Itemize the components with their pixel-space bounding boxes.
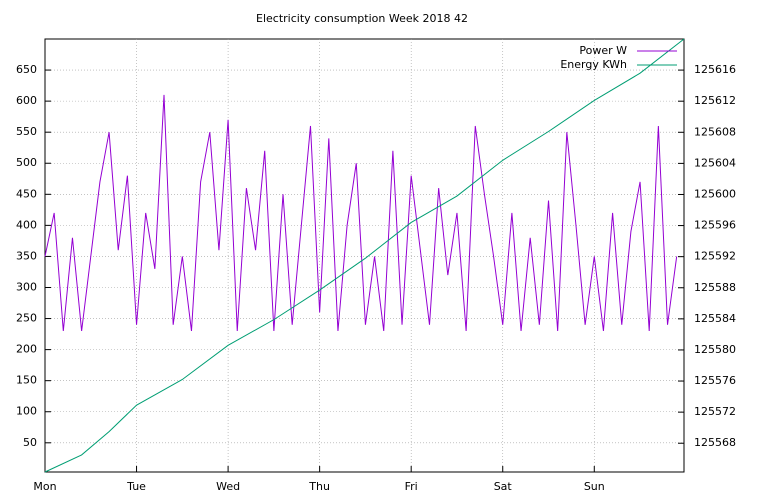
y2-tick-label: 125600 (694, 187, 736, 200)
y-tick-label: 200 (16, 343, 37, 356)
x-tick-label: Thu (308, 480, 330, 493)
y2-tick-label: 125592 (694, 250, 736, 263)
y-tick-label: 300 (16, 280, 37, 293)
y2-tick-label: 125588 (694, 281, 736, 294)
y-tick-label: 450 (16, 187, 37, 200)
y2-tick-label: 125616 (694, 63, 736, 76)
y2-tick-label: 125568 (694, 436, 736, 449)
y2-tick-label: 125596 (694, 219, 736, 232)
y-tick-label: 400 (16, 218, 37, 231)
x-tick-label: Fri (405, 480, 418, 493)
y-tick-label: 100 (16, 405, 37, 418)
y-tick-label: 600 (16, 94, 37, 107)
y-tick-label: 250 (16, 312, 37, 325)
y-tick-label: 550 (16, 125, 37, 138)
chart-title: Electricity consumption Week 2018 42 (256, 12, 468, 25)
y2-tick-label: 125580 (694, 343, 736, 356)
y2-tick-label: 125612 (694, 94, 736, 107)
y-tick-label: 50 (23, 436, 37, 449)
y2-tick-label: 125608 (694, 125, 736, 138)
x-tick-label: Tue (126, 480, 146, 493)
y2-tick-label: 125584 (694, 312, 736, 325)
x-tick-label: Sun (584, 480, 605, 493)
y-tick-label: 650 (16, 63, 37, 76)
x-tick-label: Mon (33, 480, 56, 493)
plot-frame (44, 38, 685, 473)
y2-tick-label: 125576 (694, 374, 736, 387)
y2-tick-label: 125572 (694, 405, 736, 418)
legend-label: Energy KWh (560, 58, 627, 71)
y-tick-label: 150 (16, 374, 37, 387)
series-line (44, 38, 685, 473)
y2-tick-label: 125604 (694, 156, 736, 169)
x-tick-label: Sat (494, 480, 513, 493)
legend-label: Power W (579, 44, 627, 57)
series-line (44, 94, 678, 332)
y-tick-label: 500 (16, 156, 37, 169)
y-tick-label: 350 (16, 249, 37, 262)
x-tick-label: Wed (216, 480, 240, 493)
